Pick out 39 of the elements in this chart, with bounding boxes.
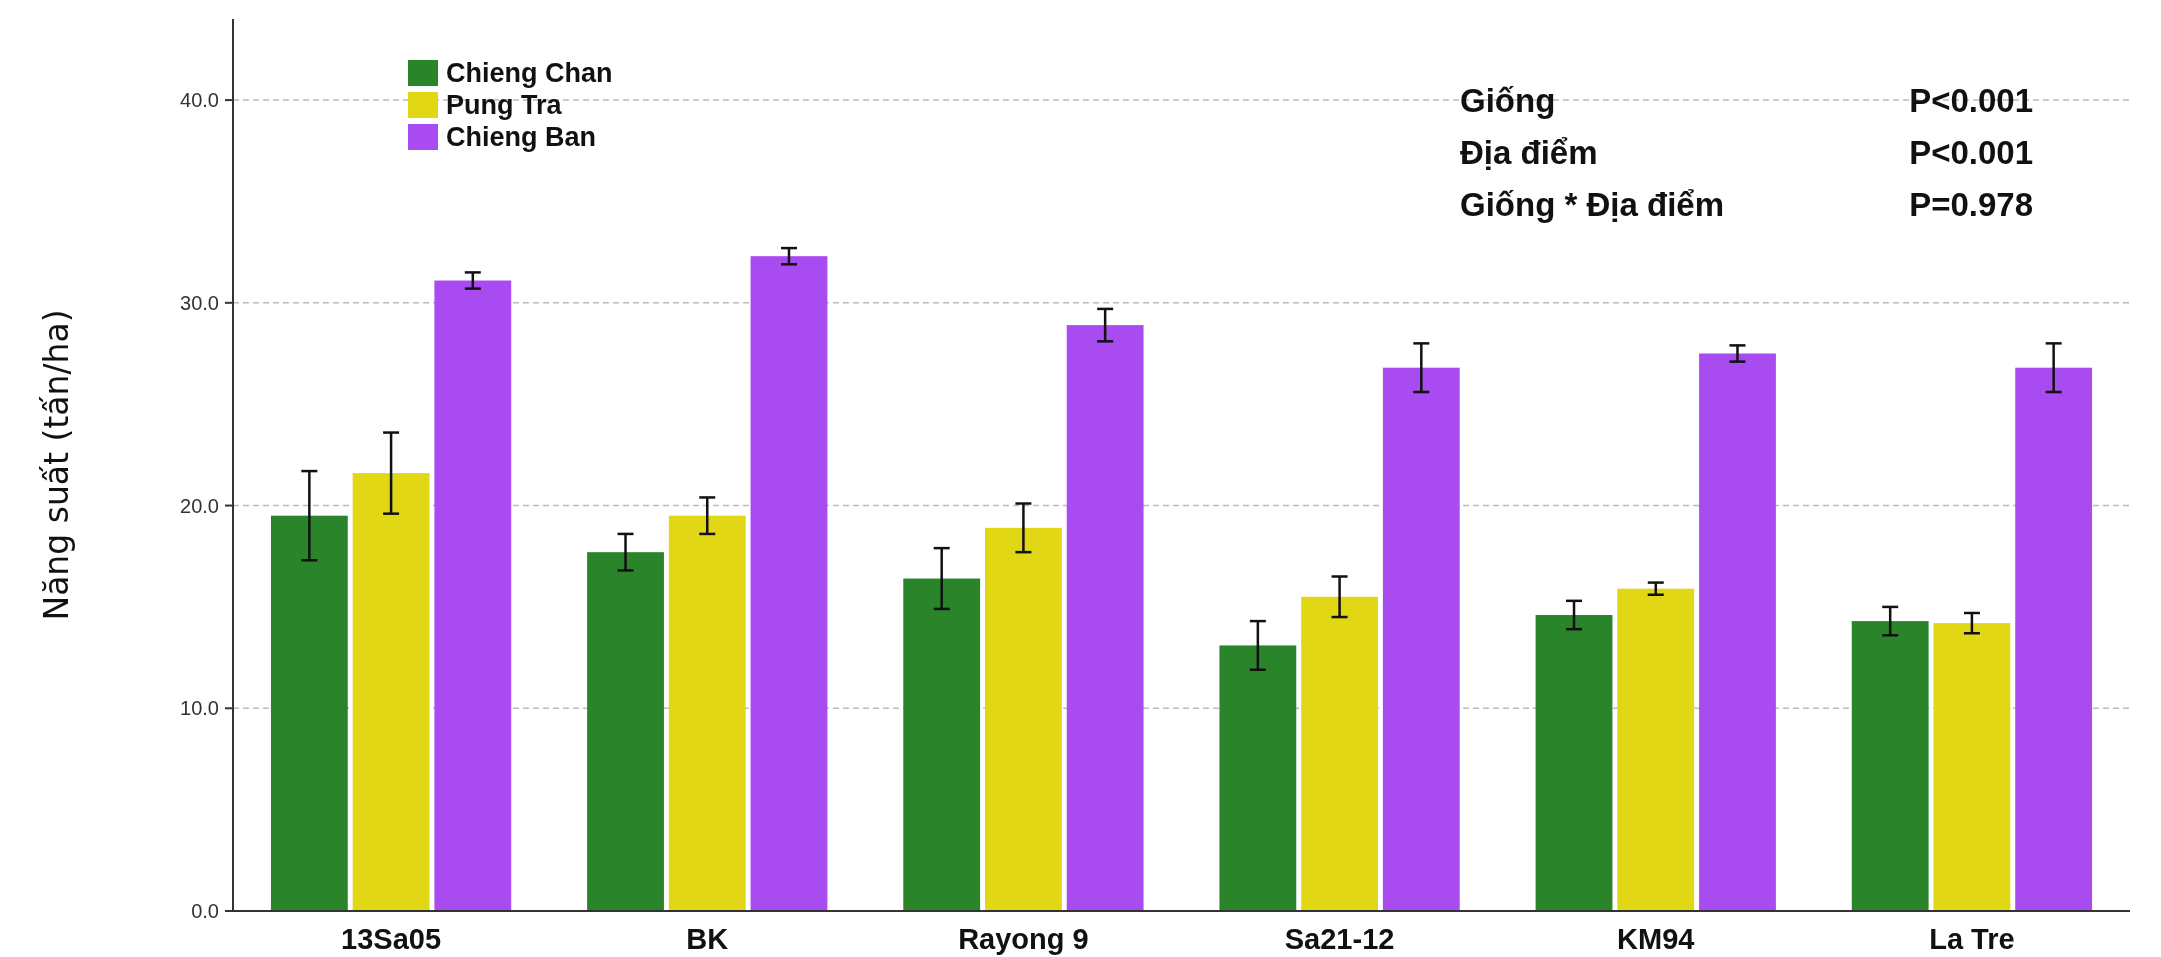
x-tick-label: Sa21-12 xyxy=(1284,923,1395,955)
annotation: Địa điểm xyxy=(1460,133,1598,171)
bar xyxy=(1219,645,1297,911)
x-tick-label: KM94 xyxy=(1617,923,1695,955)
legend-label: Chieng Ban xyxy=(446,122,597,153)
bar xyxy=(1851,621,1929,911)
bar xyxy=(2015,367,2093,911)
bar xyxy=(1535,615,1613,911)
legend-label: Chieng Chan xyxy=(446,58,613,89)
bar xyxy=(1699,353,1776,911)
x-tick-label: BK xyxy=(686,923,729,955)
bar xyxy=(587,552,664,911)
bar xyxy=(352,473,430,911)
y-tick-label: 30.0 xyxy=(180,291,219,314)
annotation: Giống * Địa điểm xyxy=(1460,185,1725,223)
y-tick-label: 40.0 xyxy=(180,89,219,112)
y-tick-label: 20.0 xyxy=(180,494,219,517)
y-tick-label: 0.0 xyxy=(191,900,219,922)
x-tick-label: Rayong 9 xyxy=(958,923,1089,955)
bar xyxy=(270,515,348,911)
bar xyxy=(1933,623,2011,911)
legend-label: Pung Tra xyxy=(446,90,563,121)
bar xyxy=(1617,588,1695,911)
bar xyxy=(668,515,746,911)
bar xyxy=(1066,325,1144,911)
x-tick-label: 13Sa05 xyxy=(341,923,442,955)
y-tick-label: 10.0 xyxy=(180,697,219,720)
bar xyxy=(1301,596,1378,911)
annotation: Giống xyxy=(1460,81,1556,119)
y-axis-title: Năng suất (tấn/ha) xyxy=(37,309,76,621)
bar xyxy=(903,578,981,911)
bar xyxy=(1382,367,1460,911)
annotation: P<0.001 xyxy=(1909,81,2033,119)
bar xyxy=(750,256,828,911)
bar xyxy=(434,280,512,911)
bar xyxy=(985,527,1062,911)
annotation: P=0.978 xyxy=(1909,185,2033,223)
x-tick-label: La Tre xyxy=(1929,923,2015,955)
annotation: P<0.001 xyxy=(1909,133,2033,171)
